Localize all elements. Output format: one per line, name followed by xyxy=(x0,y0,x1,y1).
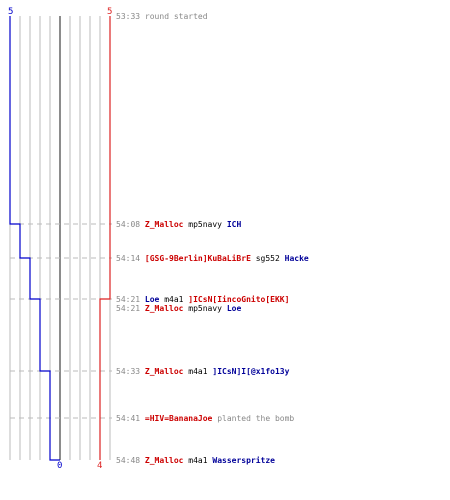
event-leader-lines xyxy=(10,223,112,419)
blue-end-score: 0 xyxy=(57,461,62,471)
event-row: 54:08 Z_Malloc mp5navy ICH xyxy=(116,220,241,229)
event-weapon: mp5navy xyxy=(188,304,222,313)
event-row: 54:14 [GSG-9Berlin]KuBaLiBrE sg552 Hacke xyxy=(116,254,309,263)
event-message: planted the bomb xyxy=(217,414,295,423)
event-victim: Hacke xyxy=(284,254,309,263)
event-time: 54:41 xyxy=(116,414,141,423)
red-end-score: 4 xyxy=(97,461,102,471)
event-attacker: Loe xyxy=(144,295,160,304)
event-row: 53:33 round started xyxy=(116,12,208,21)
event-time: 54:33 xyxy=(116,367,141,376)
event-attacker: Z_Malloc xyxy=(144,220,184,229)
event-row: 54:21 Z_Malloc mp5navy Loe xyxy=(116,304,241,313)
event-row: 54:41 =HIV=BananaJoe planted the bomb xyxy=(116,414,294,423)
event-attacker: Z_Malloc xyxy=(144,367,184,376)
event-victim: Loe xyxy=(226,304,242,313)
event-weapon: m4a1 xyxy=(188,367,208,376)
event-time: 54:08 xyxy=(116,220,141,229)
event-victim: Wasserspritze xyxy=(212,456,275,465)
event-attacker: [GSG-9Berlin]KuBaLiBrE xyxy=(144,254,251,263)
event-victim: ]ICsN[IincoGnito[EKK] xyxy=(188,295,290,304)
event-row: 54:21 Loe m4a1 ]ICsN[IincoGnito[EKK] xyxy=(116,295,289,304)
event-row: 54:48 Z_Malloc m4a1 Wasserspritze xyxy=(116,456,275,465)
event-time: 54:21 xyxy=(116,295,141,304)
event-message: round started xyxy=(144,12,208,21)
event-time: 53:33 xyxy=(116,12,141,21)
event-attacker: Z_Malloc xyxy=(144,304,184,313)
event-attacker: Z_Malloc xyxy=(144,456,184,465)
blue-team-line xyxy=(9,16,60,461)
event-time: 54:14 xyxy=(116,254,141,263)
event-victim: ICH xyxy=(226,220,242,229)
event-victim: ]ICsN]I[@x1fo13y xyxy=(212,367,290,376)
grid-lines xyxy=(9,16,111,460)
event-time: 54:21 xyxy=(116,304,141,313)
blue-start-score: 5 xyxy=(8,7,13,17)
event-weapon: m4a1 xyxy=(164,295,184,304)
event-weapon: sg552 xyxy=(255,254,280,263)
event-actor: =HIV=BananaJoe xyxy=(144,414,213,423)
event-weapon: m4a1 xyxy=(188,456,208,465)
event-row: 54:33 Z_Malloc m4a1 ]ICsN]I[@x1fo13y xyxy=(116,367,289,376)
red-start-score: 5 xyxy=(107,7,112,17)
event-weapon: mp5navy xyxy=(188,220,222,229)
red-team-line xyxy=(99,16,111,460)
event-time: 54:48 xyxy=(116,456,141,465)
